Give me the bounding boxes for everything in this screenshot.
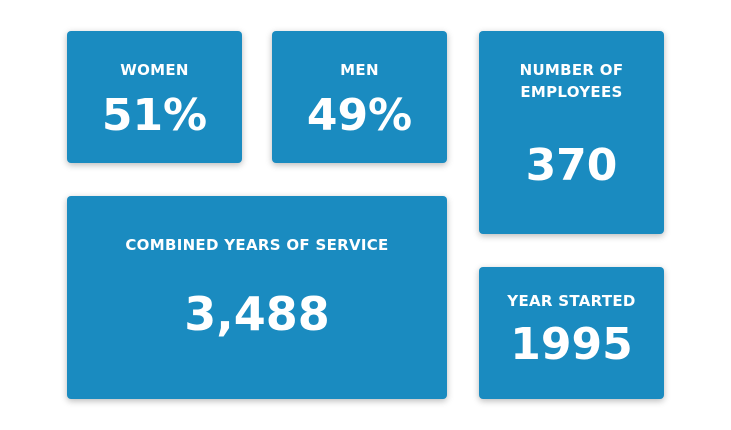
service-years-value: 3,488 [184, 287, 330, 341]
men-stat-card: MEN 49% [272, 31, 447, 163]
employees-stat-card: NUMBER OF EMPLOYEES 370 [479, 31, 664, 234]
year-started-stat-card: YEAR STARTED 1995 [479, 267, 664, 399]
men-label: MEN [340, 61, 379, 79]
service-years-stat-card: COMBINED YEARS OF SERVICE 3,488 [67, 196, 447, 399]
employees-label-line1: NUMBER OF [519, 61, 624, 79]
women-value: 51% [101, 90, 208, 141]
year-started-value: 1995 [510, 319, 633, 370]
women-label: WOMEN [120, 61, 189, 79]
employees-value: 370 [525, 140, 618, 191]
men-value: 49% [306, 90, 413, 141]
women-stat-card: WOMEN 51% [67, 31, 242, 163]
employees-label-line2: EMPLOYEES [520, 83, 623, 101]
employees-label: NUMBER OF EMPLOYEES [479, 59, 664, 103]
year-started-label: YEAR STARTED [507, 292, 636, 310]
service-years-label: COMBINED YEARS OF SERVICE [125, 236, 389, 254]
